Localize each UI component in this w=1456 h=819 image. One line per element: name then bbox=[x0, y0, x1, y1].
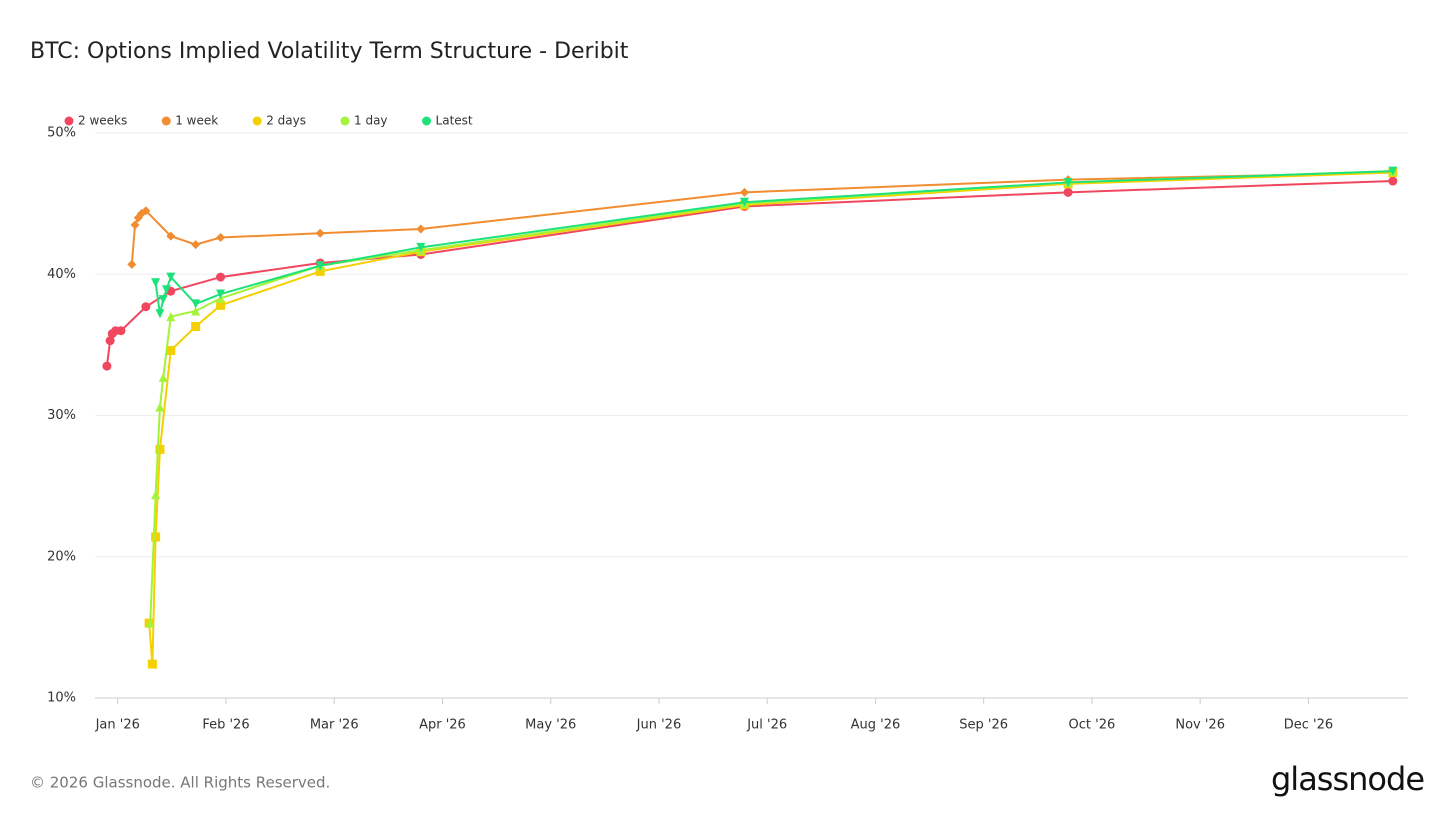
legend-label: 1 day bbox=[354, 114, 388, 128]
legend-swatch bbox=[64, 116, 74, 126]
y-tick-label: 40% bbox=[47, 267, 76, 282]
x-tick-label: Jan '26 bbox=[95, 718, 140, 733]
x-tick-label: May '26 bbox=[525, 718, 576, 733]
point bbox=[130, 220, 140, 230]
series-line bbox=[149, 170, 1393, 624]
point bbox=[315, 228, 325, 238]
y-tick-label: 10% bbox=[47, 691, 76, 706]
point bbox=[102, 361, 112, 371]
legend-swatch bbox=[422, 116, 432, 126]
x-tick-label: Jun '26 bbox=[636, 718, 682, 733]
point bbox=[155, 402, 165, 412]
point bbox=[216, 289, 226, 299]
point bbox=[739, 197, 749, 207]
point bbox=[216, 233, 226, 243]
point bbox=[1388, 166, 1398, 176]
point bbox=[739, 187, 749, 197]
point bbox=[151, 490, 161, 500]
y-tick-label: 30% bbox=[47, 408, 76, 423]
point bbox=[147, 659, 157, 669]
point bbox=[216, 272, 226, 282]
point bbox=[416, 224, 426, 234]
point bbox=[116, 326, 126, 336]
legend-label: 2 weeks bbox=[78, 114, 127, 128]
brand-logo: glassnode bbox=[1271, 760, 1424, 798]
point bbox=[1063, 187, 1073, 197]
point bbox=[166, 231, 176, 241]
point bbox=[145, 618, 155, 628]
point bbox=[141, 302, 151, 312]
x-tick-label: Apr '26 bbox=[419, 718, 466, 733]
x-tick-label: Feb '26 bbox=[202, 718, 249, 733]
x-tick-label: Sep '26 bbox=[959, 718, 1008, 733]
point bbox=[191, 322, 201, 332]
point bbox=[1063, 177, 1073, 187]
point bbox=[105, 336, 115, 346]
copyright: © 2026 Glassnode. All Rights Reserved. bbox=[30, 774, 330, 792]
y-tick-label: 20% bbox=[47, 549, 76, 564]
legend-label: Latest bbox=[436, 114, 473, 128]
point bbox=[416, 242, 426, 252]
point bbox=[151, 278, 161, 288]
point bbox=[151, 532, 161, 542]
point bbox=[158, 295, 168, 305]
point bbox=[141, 206, 151, 216]
point bbox=[216, 300, 226, 310]
x-tick-label: Jul '26 bbox=[746, 718, 787, 733]
legend-label: 2 days bbox=[266, 114, 306, 128]
point bbox=[191, 240, 201, 250]
point bbox=[166, 346, 176, 356]
point bbox=[166, 272, 176, 282]
series-line bbox=[148, 171, 1393, 665]
point bbox=[155, 309, 165, 319]
y-tick-label: 50% bbox=[47, 126, 76, 141]
point bbox=[191, 299, 201, 309]
legend-label: 1 week bbox=[175, 114, 218, 128]
point bbox=[1388, 176, 1398, 186]
point bbox=[191, 306, 201, 316]
series-line bbox=[154, 170, 1393, 315]
point bbox=[166, 312, 176, 322]
series-line bbox=[130, 171, 1393, 265]
series-line bbox=[105, 180, 1393, 367]
x-tick-label: Dec '26 bbox=[1284, 718, 1333, 733]
x-tick-label: Mar '26 bbox=[310, 718, 359, 733]
point bbox=[127, 259, 137, 269]
point bbox=[158, 372, 168, 382]
legend-swatch bbox=[340, 116, 350, 126]
point bbox=[161, 285, 171, 295]
x-tick-label: Aug '26 bbox=[851, 718, 901, 733]
x-tick-label: Oct '26 bbox=[1069, 718, 1116, 733]
point bbox=[315, 261, 325, 271]
chart-title: BTC: Options Implied Volatility Term Str… bbox=[30, 39, 629, 64]
x-tick-label: Nov '26 bbox=[1175, 718, 1225, 733]
legend-swatch bbox=[161, 116, 171, 126]
legend-swatch bbox=[252, 116, 262, 126]
